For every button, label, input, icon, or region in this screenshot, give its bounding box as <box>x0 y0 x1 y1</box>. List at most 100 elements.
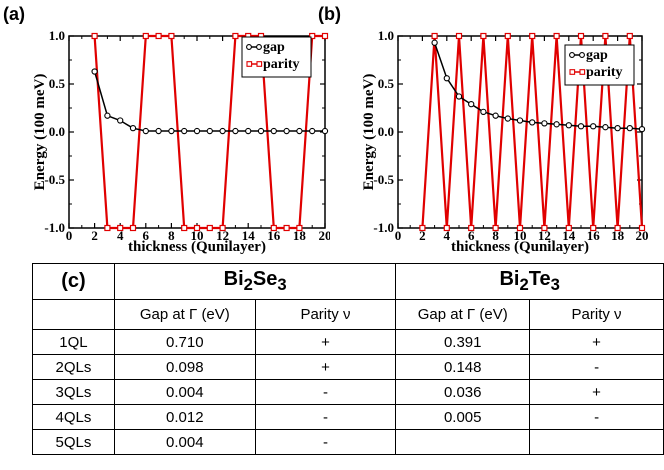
gap-point <box>193 127 201 135</box>
table-cell: 0.148 <box>395 354 531 380</box>
gap-point <box>296 127 303 135</box>
parity-point <box>431 32 438 40</box>
table-header-material-2: Bi2Te3 <box>395 263 664 300</box>
table-cell: 0.036 <box>395 379 531 405</box>
legend-label-gap: gap <box>263 40 285 55</box>
parity-point <box>480 32 487 40</box>
parity-point <box>168 32 175 40</box>
gap-point <box>577 123 585 130</box>
parity-point <box>193 224 201 232</box>
gap-point <box>270 127 277 135</box>
legend-marker-gap <box>246 44 252 50</box>
table-cell: 0.391 <box>395 329 531 355</box>
table-cell: 0.098 <box>113 354 256 380</box>
y-axis-label: Energy (100 meV) <box>32 74 48 191</box>
series-line-gap <box>93 71 325 132</box>
table-cell: + <box>254 329 397 355</box>
parity-point <box>516 224 524 232</box>
x-tick-label: 10 <box>514 228 527 243</box>
parity-point <box>455 32 463 40</box>
gap-point <box>245 127 252 135</box>
x-tick-label: 6 <box>143 228 150 243</box>
x-tick-label: 4 <box>117 228 124 243</box>
table-row: 4QLs 0.012 - 0.005 - <box>32 404 664 430</box>
table-row: 2QLs 0.098 + 0.148 - <box>32 354 664 380</box>
table-corner-cell <box>32 299 115 330</box>
legend-box <box>564 44 635 86</box>
gap-point <box>638 125 646 133</box>
parity-point <box>142 32 149 40</box>
legend-marker-parity <box>246 61 253 67</box>
x-tick-label: 16 <box>587 228 601 243</box>
table-cell: + <box>529 379 664 405</box>
gap-point <box>504 115 511 122</box>
parity-point <box>321 32 329 40</box>
x-tick-label: 4 <box>444 228 451 243</box>
gap-point <box>602 124 609 131</box>
gap-point <box>129 125 137 132</box>
parity-point <box>309 32 316 40</box>
y-tick-label: 0.0 <box>49 124 65 139</box>
legend-marker-parity <box>569 69 576 75</box>
x-tick-label: 12 <box>216 228 229 243</box>
gap-point <box>181 127 188 135</box>
gap-point <box>206 127 213 135</box>
gap-point <box>614 125 621 132</box>
x-tick-label: 10 <box>191 228 204 243</box>
gap-point <box>142 127 149 135</box>
x-tick-label: 6 <box>468 228 475 243</box>
parity-point <box>419 224 426 232</box>
parity-point <box>541 224 548 232</box>
table-cell: 0.012 <box>113 404 256 430</box>
parity-point <box>590 224 597 232</box>
legend-label-parity: parity <box>586 65 623 80</box>
parity-point <box>296 224 303 232</box>
parity-point <box>468 224 475 232</box>
row-label: 1QL <box>32 329 115 355</box>
y-tick-label: -0.5 <box>373 172 394 187</box>
gap-point <box>431 39 438 46</box>
panel-label-a: (a) <box>3 4 25 24</box>
x-tick-label: 12 <box>538 228 551 243</box>
col-header: Gap at Γ (eV) <box>113 299 256 330</box>
legend-label-parity: parity <box>263 57 300 72</box>
gap-point <box>468 101 475 108</box>
row-label: 2QLs <box>32 354 115 380</box>
panel-label-b: (b) <box>318 4 341 24</box>
y-tick-label: 0.0 <box>378 124 394 139</box>
x-tick-label: 0 <box>66 228 73 243</box>
chart-b: 0 2 4 6 8 10 12 14 16 18 20 1.0 0.5 0.0 -0.5 -1.0 thickn… <box>361 28 649 255</box>
col-header: Parity ν <box>254 299 397 330</box>
table-cell <box>395 429 531 455</box>
x-tick-label: 2 <box>91 228 98 243</box>
table-cell: - <box>254 404 397 430</box>
gap-point <box>553 121 560 128</box>
parity-point <box>206 224 213 232</box>
legend-box <box>241 36 312 78</box>
x-tick-label: 20 <box>319 228 331 243</box>
x-axis-label: thickness (Qunilayer) <box>128 239 266 255</box>
row-label: 3QLs <box>32 379 115 405</box>
legend-marker-gap <box>256 44 262 50</box>
gap-point <box>219 127 226 135</box>
row-label: 4QLs <box>32 404 115 430</box>
gap-point <box>541 120 548 127</box>
x-tick-label: 14 <box>242 228 256 243</box>
parity-point <box>638 224 646 232</box>
gap-point <box>565 122 572 129</box>
gap-point <box>309 127 316 135</box>
x-tick-label: 2 <box>419 228 426 243</box>
table-cell: - <box>254 379 397 405</box>
legend-marker-parity <box>579 69 586 75</box>
x-tick-label: 0 <box>395 228 402 243</box>
y-tick-label: -1.0 <box>373 220 394 235</box>
legend-label-gap: gap <box>586 48 608 63</box>
gap-point <box>626 125 633 132</box>
parity-point <box>602 32 609 40</box>
table-cell <box>529 429 664 455</box>
x-tick-label: 18 <box>611 228 625 243</box>
y-tick-label: 1.0 <box>378 28 394 43</box>
table-cell: - <box>529 354 664 380</box>
parity-point <box>181 224 188 232</box>
gap-point <box>516 117 524 124</box>
